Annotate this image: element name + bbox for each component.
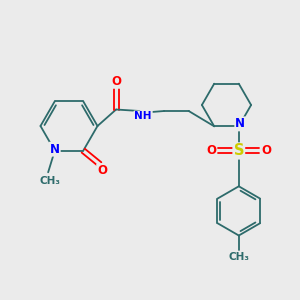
Text: N: N xyxy=(50,143,60,156)
Text: O: O xyxy=(206,144,216,158)
Text: NH: NH xyxy=(134,111,152,122)
Text: O: O xyxy=(262,144,272,158)
Text: S: S xyxy=(234,143,244,158)
Text: O: O xyxy=(97,164,107,177)
Text: O: O xyxy=(111,75,121,88)
Text: CH₃: CH₃ xyxy=(228,251,249,262)
Text: N: N xyxy=(235,117,245,130)
Text: CH₃: CH₃ xyxy=(39,176,60,186)
